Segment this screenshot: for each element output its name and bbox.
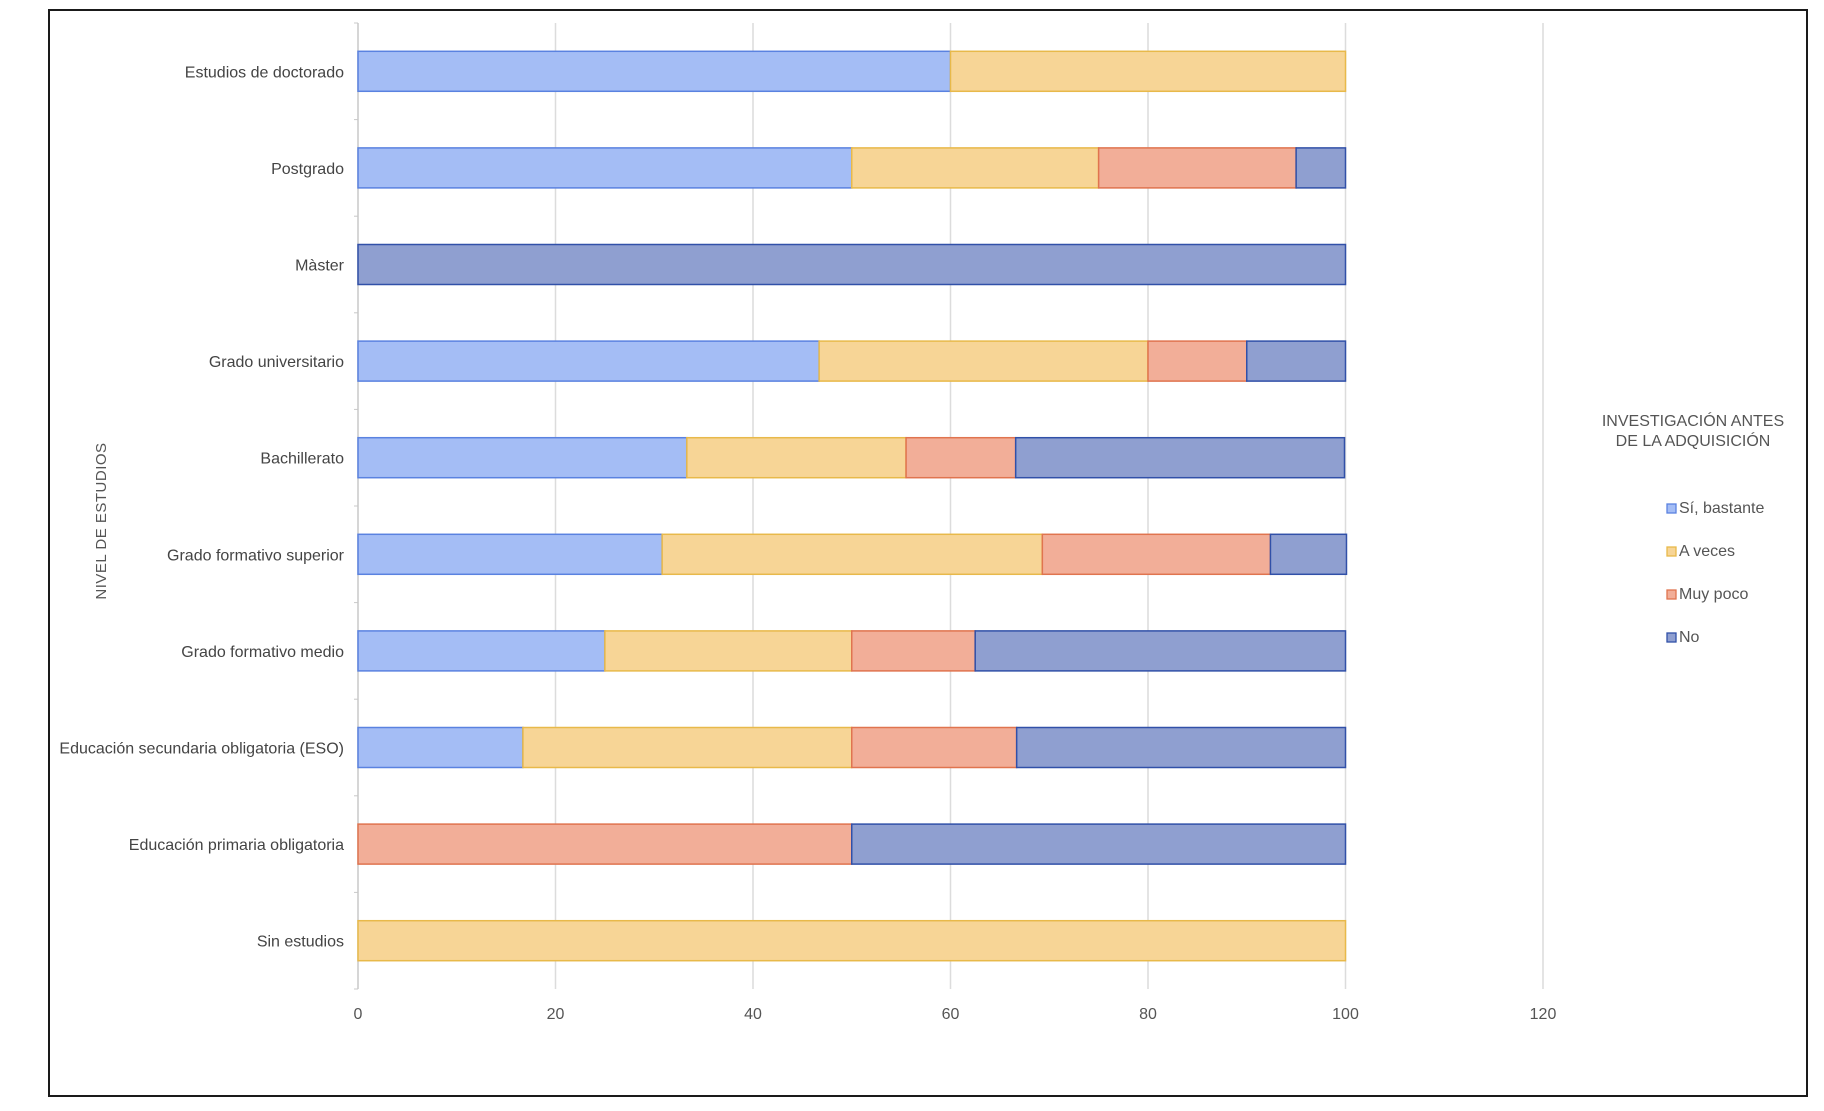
bar-segment: [686, 436, 907, 479]
bars: [357, 50, 1348, 962]
bar-segment: [1041, 533, 1272, 576]
bar-segment: [357, 823, 853, 865]
bar-segment: [1015, 726, 1347, 769]
bar-segment: [974, 630, 1347, 672]
x-axis-ticks: 0 20 40 60 80 100 120: [354, 1006, 1557, 1023]
bar-segment: [357, 726, 524, 769]
bar-segment: [1246, 340, 1347, 382]
bar-segment: [905, 436, 1017, 479]
legend-swatch: [1666, 546, 1677, 557]
bar-segment: [851, 726, 1018, 769]
stacked-bar-chart: Estudios de doctorado Postgrado Màster Grad…: [59, 22, 1784, 1023]
bar-segment: [1269, 533, 1348, 576]
bar-segment: [357, 919, 1347, 962]
legend-label: A veces: [1679, 543, 1735, 560]
x-tick-label: 120: [1530, 1006, 1557, 1023]
bar-segment: [357, 340, 820, 382]
category-label: Màster: [295, 258, 345, 275]
bar-segment: [851, 823, 1347, 865]
bar-segment: [851, 630, 976, 672]
category-label: Grado universitario: [209, 354, 344, 371]
category-labels: Estudios de doctorado Postgrado Màster Grad…: [59, 64, 344, 950]
bar-segment: [1295, 147, 1347, 189]
bar-segment: [851, 147, 1100, 189]
x-tick-label: 0: [354, 1006, 363, 1023]
bar-segment: [357, 50, 952, 93]
category-label: Educación primaria obligatoria: [129, 837, 344, 854]
bar-segment: [357, 436, 688, 479]
bar-segment: [1014, 436, 1346, 479]
category-label: Sin estudios: [257, 934, 344, 951]
x-tick-label: 60: [942, 1006, 960, 1023]
legend-items: Sí, bastante A veces Muy poco No: [1666, 500, 1764, 646]
bar-segment: [357, 630, 606, 672]
legend-title-line-2: DE LA ADQUISICIÓN: [1616, 431, 1771, 450]
bar-segment: [604, 630, 853, 672]
legend-label: No: [1679, 629, 1700, 646]
legend-title-line-1: INVESTIGACIÓN ANTES: [1602, 411, 1784, 430]
bar-segment: [357, 147, 853, 189]
x-tick-label: 100: [1332, 1006, 1359, 1023]
legend-label: Muy poco: [1679, 586, 1748, 603]
category-label: Estudios de doctorado: [185, 64, 344, 81]
chart-frame: Estudios de doctorado Postgrado Màster Grad…: [48, 9, 1808, 1097]
bar-segment: [357, 243, 1347, 286]
legend: INVESTIGACIÓN ANTES DE LA ADQUISICIÓN Sí…: [1602, 411, 1784, 646]
bar-segment: [522, 726, 853, 769]
x-tick-label: 40: [744, 1006, 762, 1023]
legend-swatch: [1666, 632, 1677, 643]
category-label: Postgrado: [271, 161, 344, 178]
bar-segment: [661, 533, 1044, 576]
category-label: Grado formativo medio: [181, 644, 344, 661]
y-axis-title: NIVEL DE ESTUDIOS: [93, 442, 110, 599]
category-label: Bachillerato: [260, 451, 344, 468]
x-tick-label: 20: [547, 1006, 565, 1023]
category-label: Grado formativo superior: [167, 547, 345, 564]
bar-segment: [357, 533, 663, 576]
legend-swatch: [1666, 589, 1677, 600]
bar-segment: [1147, 340, 1248, 382]
bar-segment: [949, 50, 1347, 93]
category-label: Educación secundaria obligatoria (ESO): [59, 741, 344, 758]
legend-swatch: [1666, 503, 1677, 514]
bar-segment: [1097, 147, 1297, 189]
x-tick-label: 80: [1139, 1006, 1157, 1023]
legend-label: Sí, bastante: [1679, 500, 1764, 517]
bar-segment: [818, 340, 1149, 382]
